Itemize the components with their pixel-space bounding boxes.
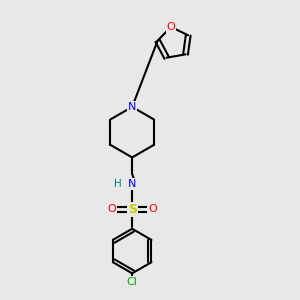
Text: Cl: Cl (127, 277, 138, 287)
Text: O: O (108, 204, 116, 214)
Text: O: O (167, 22, 175, 32)
Text: H: H (114, 179, 122, 189)
Text: S: S (128, 203, 137, 216)
Text: N: N (128, 179, 136, 189)
Text: O: O (148, 204, 157, 214)
Text: N: N (128, 102, 136, 112)
